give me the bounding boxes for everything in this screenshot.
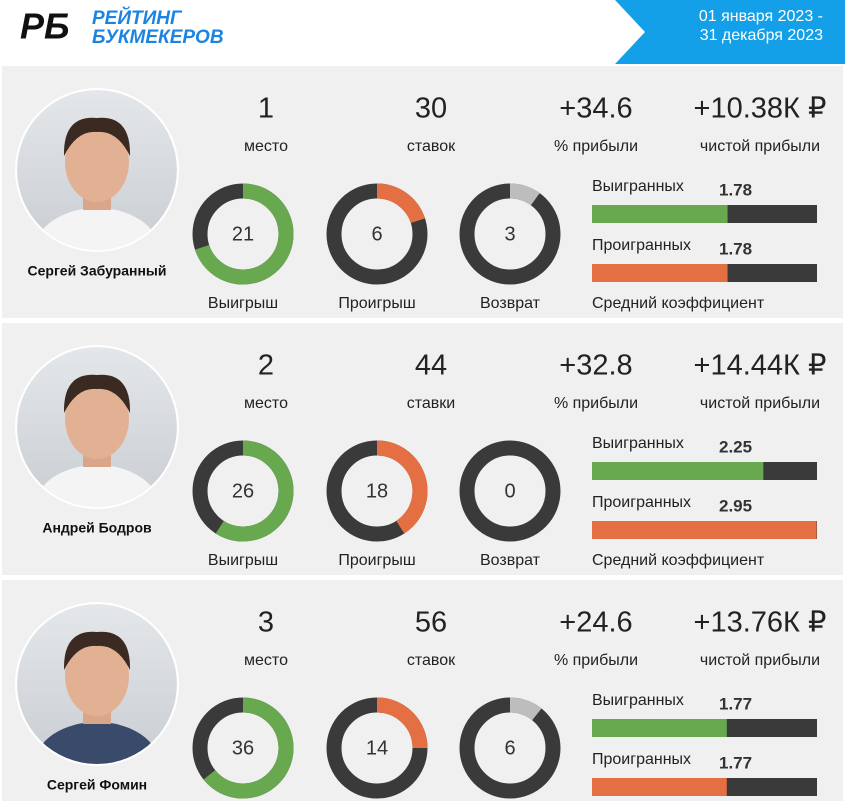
bar-value: 1.77 [719,753,752,772]
donut-value: 36 [232,737,254,759]
period-banner [615,0,845,64]
stat-value: 1 [258,93,274,125]
donut-track [459,440,561,542]
donut-value: 21 [232,223,254,245]
donut-value: 3 [504,223,515,245]
tipster-name: Сергей Фомин [47,777,147,793]
logo-mark: РБ [20,6,70,47]
stat-label: место [244,395,288,412]
stat-value: 30 [415,93,447,125]
stat-value: +32.8 [559,350,632,382]
stat-value: 3 [258,607,274,639]
period: 31 декабря 2023 [700,27,823,44]
bar [592,264,728,282]
donut-label: Выигрыш [208,552,278,569]
bar [592,462,764,480]
donut-label: Выигрыш [208,295,278,312]
bar-label: Выигранных [592,692,684,709]
tipster-name: Андрей Бодров [42,520,152,536]
stat-label: % прибыли [554,652,638,669]
avatar-head [65,379,129,459]
stat-value: +24.6 [559,607,632,639]
donut-segment [509,183,540,206]
donut-segment [376,183,426,224]
avatar-body [35,722,159,764]
bar-label: Проигранных [592,751,691,768]
donut-value: 18 [366,480,388,502]
bar-label: Выигранных [592,435,684,452]
bar-value: 1.78 [719,180,752,199]
donut-label: Проигрыш [338,552,415,569]
bar-label: Выигранных [592,178,684,195]
donut-segment [376,697,428,749]
avatar-hair [63,631,131,670]
donut-value: 6 [371,223,382,245]
donut-segment [203,697,294,799]
odds-label: Средний коэффициент [592,295,765,312]
avatar-head [65,122,129,202]
stat-label: % прибыли [554,138,638,155]
period: 01 января 2023 - [699,8,823,25]
bar-value: 2.25 [719,437,752,456]
tipster-name: Сергей Забуранный [28,263,167,279]
avatar-hair [63,374,131,413]
stat-value: 44 [415,350,447,382]
stat-label: % прибыли [554,395,638,412]
stat-label: чистой прибыли [700,652,820,669]
bar-value: 1.78 [719,239,752,258]
avatar-body [35,208,159,250]
donut-label: Возврат [480,552,541,569]
donut-value: 26 [232,480,254,502]
donut-segment [509,697,542,721]
bar [592,719,727,737]
bar-label: Проигранных [592,494,691,511]
stat-label: место [244,652,288,669]
donut-segment [376,440,428,534]
stat-label: ставок [407,652,456,669]
bar-label: Проигранных [592,237,691,254]
stat-value: +34.6 [559,93,632,125]
donut-value: 0 [504,480,515,502]
stat-label: ставки [407,395,455,412]
donut-label: Возврат [480,295,541,312]
stat-value: +13.76К ₽ [694,607,827,639]
stat-label: чистой прибыли [700,138,820,155]
stat-label: ставок [407,138,456,155]
donut-segment [194,183,294,285]
donut-value: 14 [366,737,388,759]
bar [592,521,817,539]
bar-value: 2.95 [719,496,752,515]
stat-value: 56 [415,607,447,639]
stat-value: 2 [258,350,274,382]
avatar-hair [63,117,131,156]
donut-value: 6 [504,737,515,759]
donut-segment [215,440,294,542]
avatar [17,604,177,764]
logo-text: РЕЙТИНГ [92,7,183,29]
avatar [17,347,177,507]
stat-value: +14.44К ₽ [694,350,827,382]
avatar-head [65,636,129,716]
stat-label: место [244,138,288,155]
logo-text: БУКМЕКЕРОВ [92,27,224,48]
avatar-body [35,465,159,507]
avatar [17,90,177,250]
bar [592,778,727,796]
donut-label: Проигрыш [338,295,415,312]
stat-value: +10.38К ₽ [694,93,827,125]
bar-value: 1.77 [719,694,752,713]
bar [592,205,728,223]
odds-label: Средний коэффициент [592,552,765,569]
stat-label: чистой прибыли [700,395,820,412]
